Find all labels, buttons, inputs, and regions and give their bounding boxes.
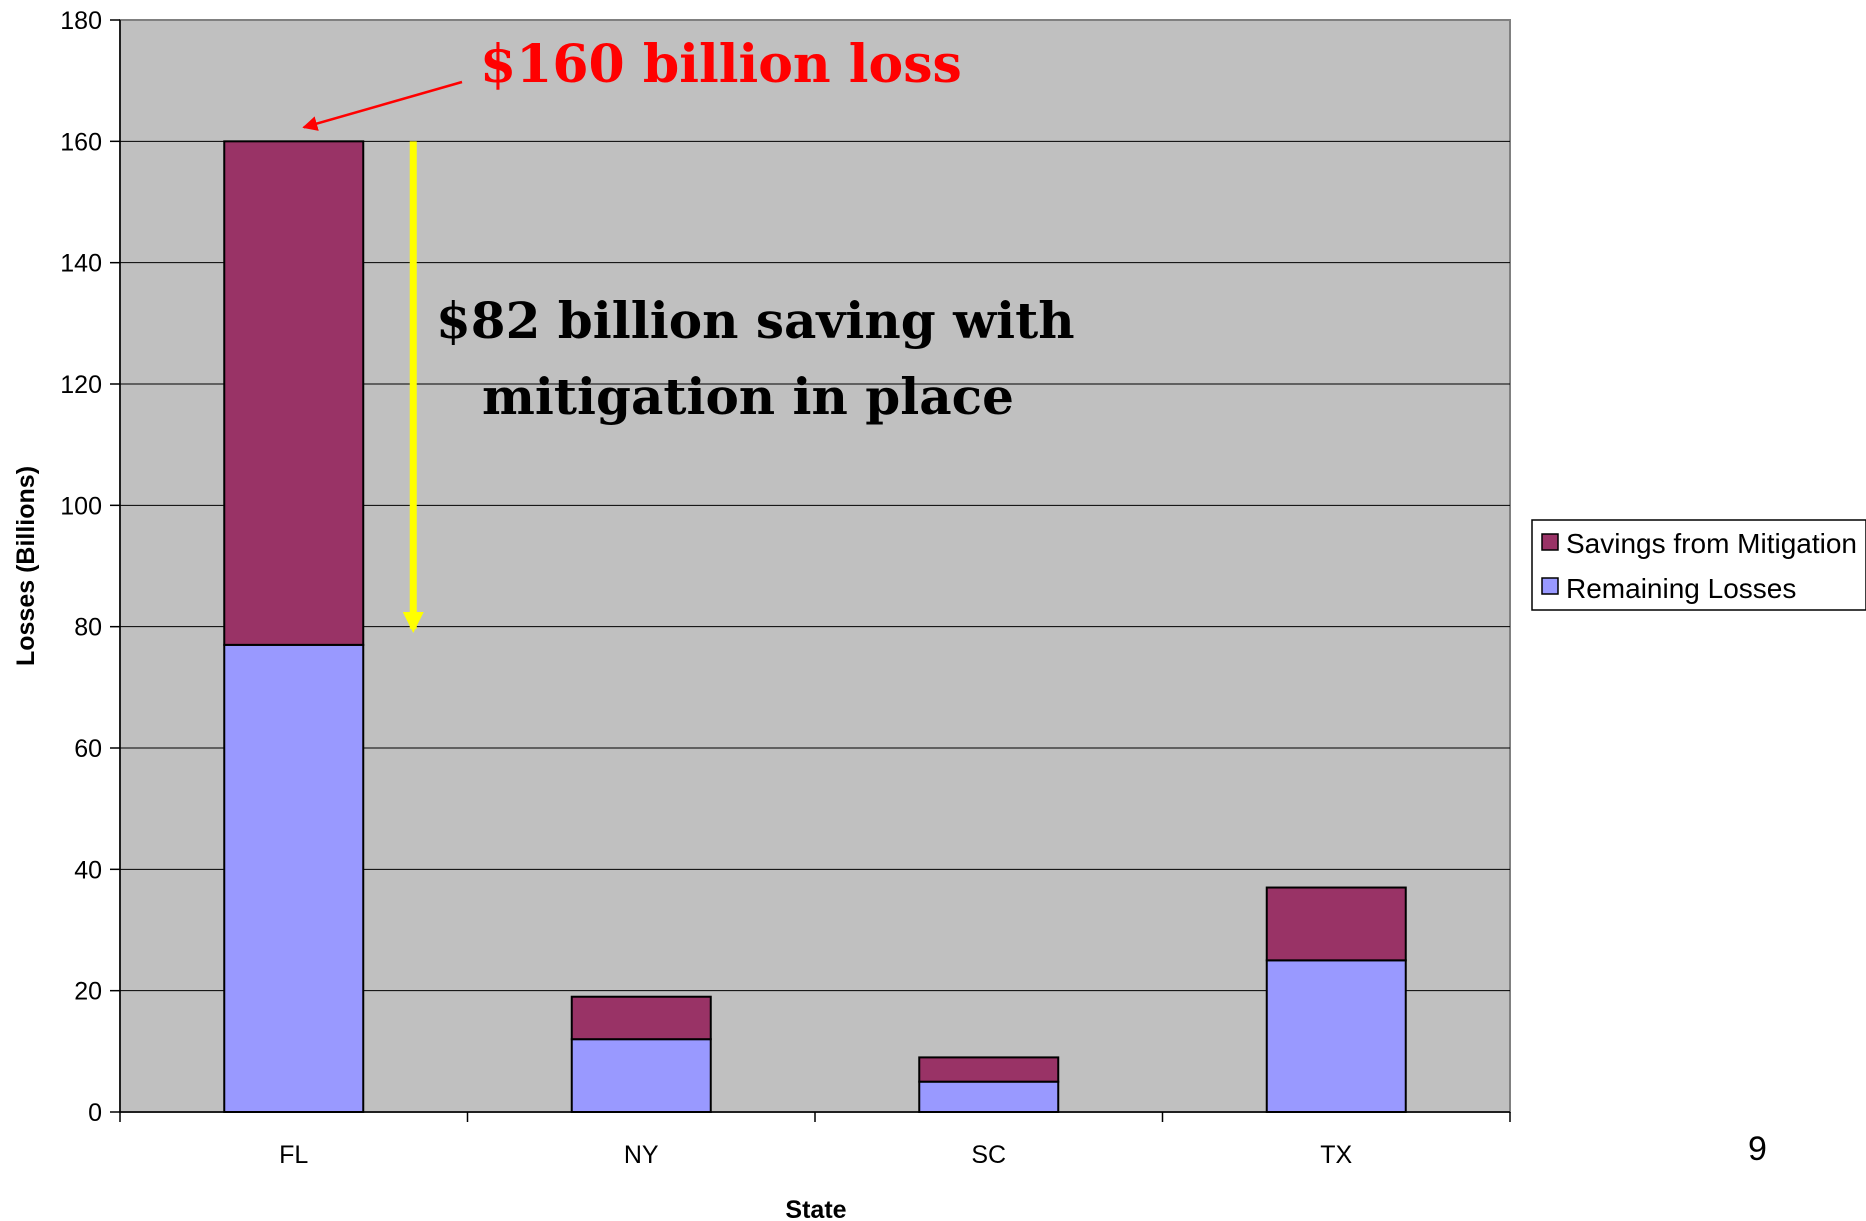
- bar-ny-remaining: [570, 1038, 712, 1113]
- y-tick-label: 40: [74, 856, 102, 884]
- bar-sc-remaining: [918, 1080, 1060, 1113]
- y-tick-label: 160: [60, 128, 102, 156]
- legend-swatch-savings: [1541, 533, 1559, 551]
- bar-sc-savings: [918, 1056, 1060, 1083]
- bar-fl-savings: [223, 140, 365, 646]
- y-tick-label: 100: [60, 492, 102, 520]
- bars: [223, 140, 1407, 1113]
- bar-ny-savings: [570, 995, 712, 1041]
- bar-fl-remaining: [223, 643, 365, 1113]
- y-tick-label: 140: [60, 250, 102, 278]
- y-axis-title: Losses (Billions): [12, 466, 40, 666]
- y-tick-labels: 0 20 40 60 80 100 120 140 160 180: [60, 7, 102, 1127]
- y-tick-label: 180: [60, 7, 102, 35]
- x-tick-label-sc: SC: [971, 1141, 1006, 1169]
- red-arrow: [302, 80, 463, 131]
- legend-swatch-remaining: [1541, 577, 1559, 595]
- x-axis-title: State: [785, 1196, 846, 1221]
- bar-tx-remaining: [1265, 959, 1407, 1113]
- y-tick-label: 60: [74, 735, 102, 763]
- legend-box: [1531, 519, 1866, 611]
- legend: Savings from Mitigation Remaining Losses: [1531, 519, 1866, 611]
- y-tick-label: 0: [88, 1099, 102, 1127]
- y-tick-label: 120: [60, 371, 102, 399]
- y-tick-label: 20: [74, 978, 102, 1006]
- legend-label-remaining: Remaining Losses: [1566, 573, 1796, 604]
- y-tick-label: 80: [74, 614, 102, 642]
- page-number: 9: [1748, 1130, 1767, 1168]
- x-tick-label-ny: NY: [624, 1141, 659, 1169]
- x-tick-labels: FL NY SC TX: [279, 1141, 1352, 1169]
- annotation-savings-line2: mitigation in place: [482, 367, 1014, 426]
- bar-tx-savings: [1265, 886, 1407, 962]
- axes: [110, 19, 1511, 1122]
- x-tick-label-tx: TX: [1320, 1141, 1352, 1169]
- annotation-total-loss: $160 billion loss: [480, 34, 962, 95]
- annotation-savings-line1: $82 billion saving with: [436, 291, 1075, 350]
- x-tick-label-fl: FL: [279, 1141, 308, 1169]
- legend-label-savings: Savings from Mitigation: [1566, 528, 1857, 559]
